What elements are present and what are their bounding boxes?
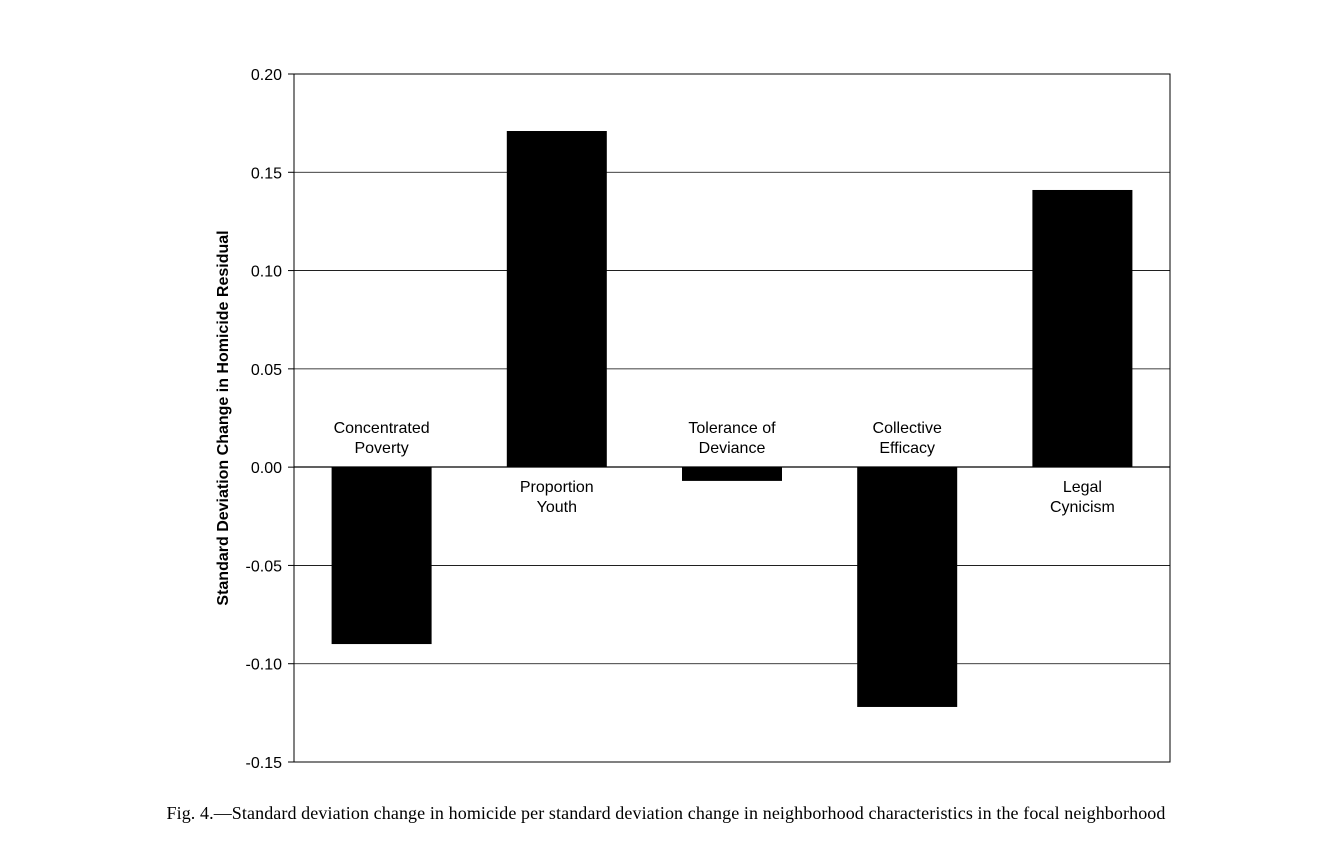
bar — [506, 131, 607, 468]
y-tick-label: -0.05 — [246, 558, 283, 575]
bar — [682, 467, 782, 481]
bar-chart: 0.20 0.15 0.10 0.05 0.00 -0.05 -0.10 -0.15 Conc… — [215, 67, 1171, 772]
category-label-line: Deviance — [699, 440, 766, 457]
category-label: Proportion Youth — [520, 479, 594, 516]
category-label-line: Tolerance of — [688, 420, 776, 437]
category-labels: Concentrated Poverty Proportion Youth Tolera… — [334, 420, 1115, 516]
figure-caption: Fig. 4.—Standard deviation change in hom… — [0, 803, 1332, 824]
category-label-line: Legal — [1063, 479, 1102, 496]
category-label: Collective Efficacy — [873, 420, 942, 457]
y-tick-label: 0.15 — [251, 165, 282, 182]
category-label-line: Youth — [537, 499, 577, 516]
y-tick-label: 0.10 — [251, 264, 282, 281]
plot-area-border — [293, 73, 1171, 763]
y-tick-label: -0.15 — [246, 755, 283, 772]
category-label-line: Poverty — [354, 440, 408, 457]
category-label-line: Collective — [873, 420, 942, 437]
category-label: Tolerance of Deviance — [688, 420, 776, 457]
category-label-line: Proportion — [520, 479, 594, 496]
category-label-line: Efficacy — [879, 440, 935, 457]
y-tick-label: 0.20 — [251, 67, 282, 84]
caption-text: Fig. 4.—Standard deviation change in hom… — [166, 803, 1166, 823]
category-label: Legal Cynicism — [1050, 479, 1115, 516]
y-tick-label: 0.05 — [251, 362, 282, 379]
category-label-line: Cynicism — [1050, 499, 1115, 516]
category-label-line: Concentrated — [334, 420, 430, 437]
bars — [331, 131, 1133, 707]
bar — [331, 467, 432, 645]
bar — [857, 467, 958, 707]
y-tick-label: -0.10 — [246, 657, 283, 674]
bar — [1032, 189, 1133, 468]
category-label: Concentrated Poverty — [334, 420, 430, 457]
y-tick-label: 0.00 — [251, 460, 282, 477]
y-tick-labels: 0.20 0.15 0.10 0.05 0.00 -0.05 -0.10 -0.15 — [246, 67, 283, 772]
y-axis-title: Standard Deviation Change in Homicide Re… — [215, 230, 232, 605]
